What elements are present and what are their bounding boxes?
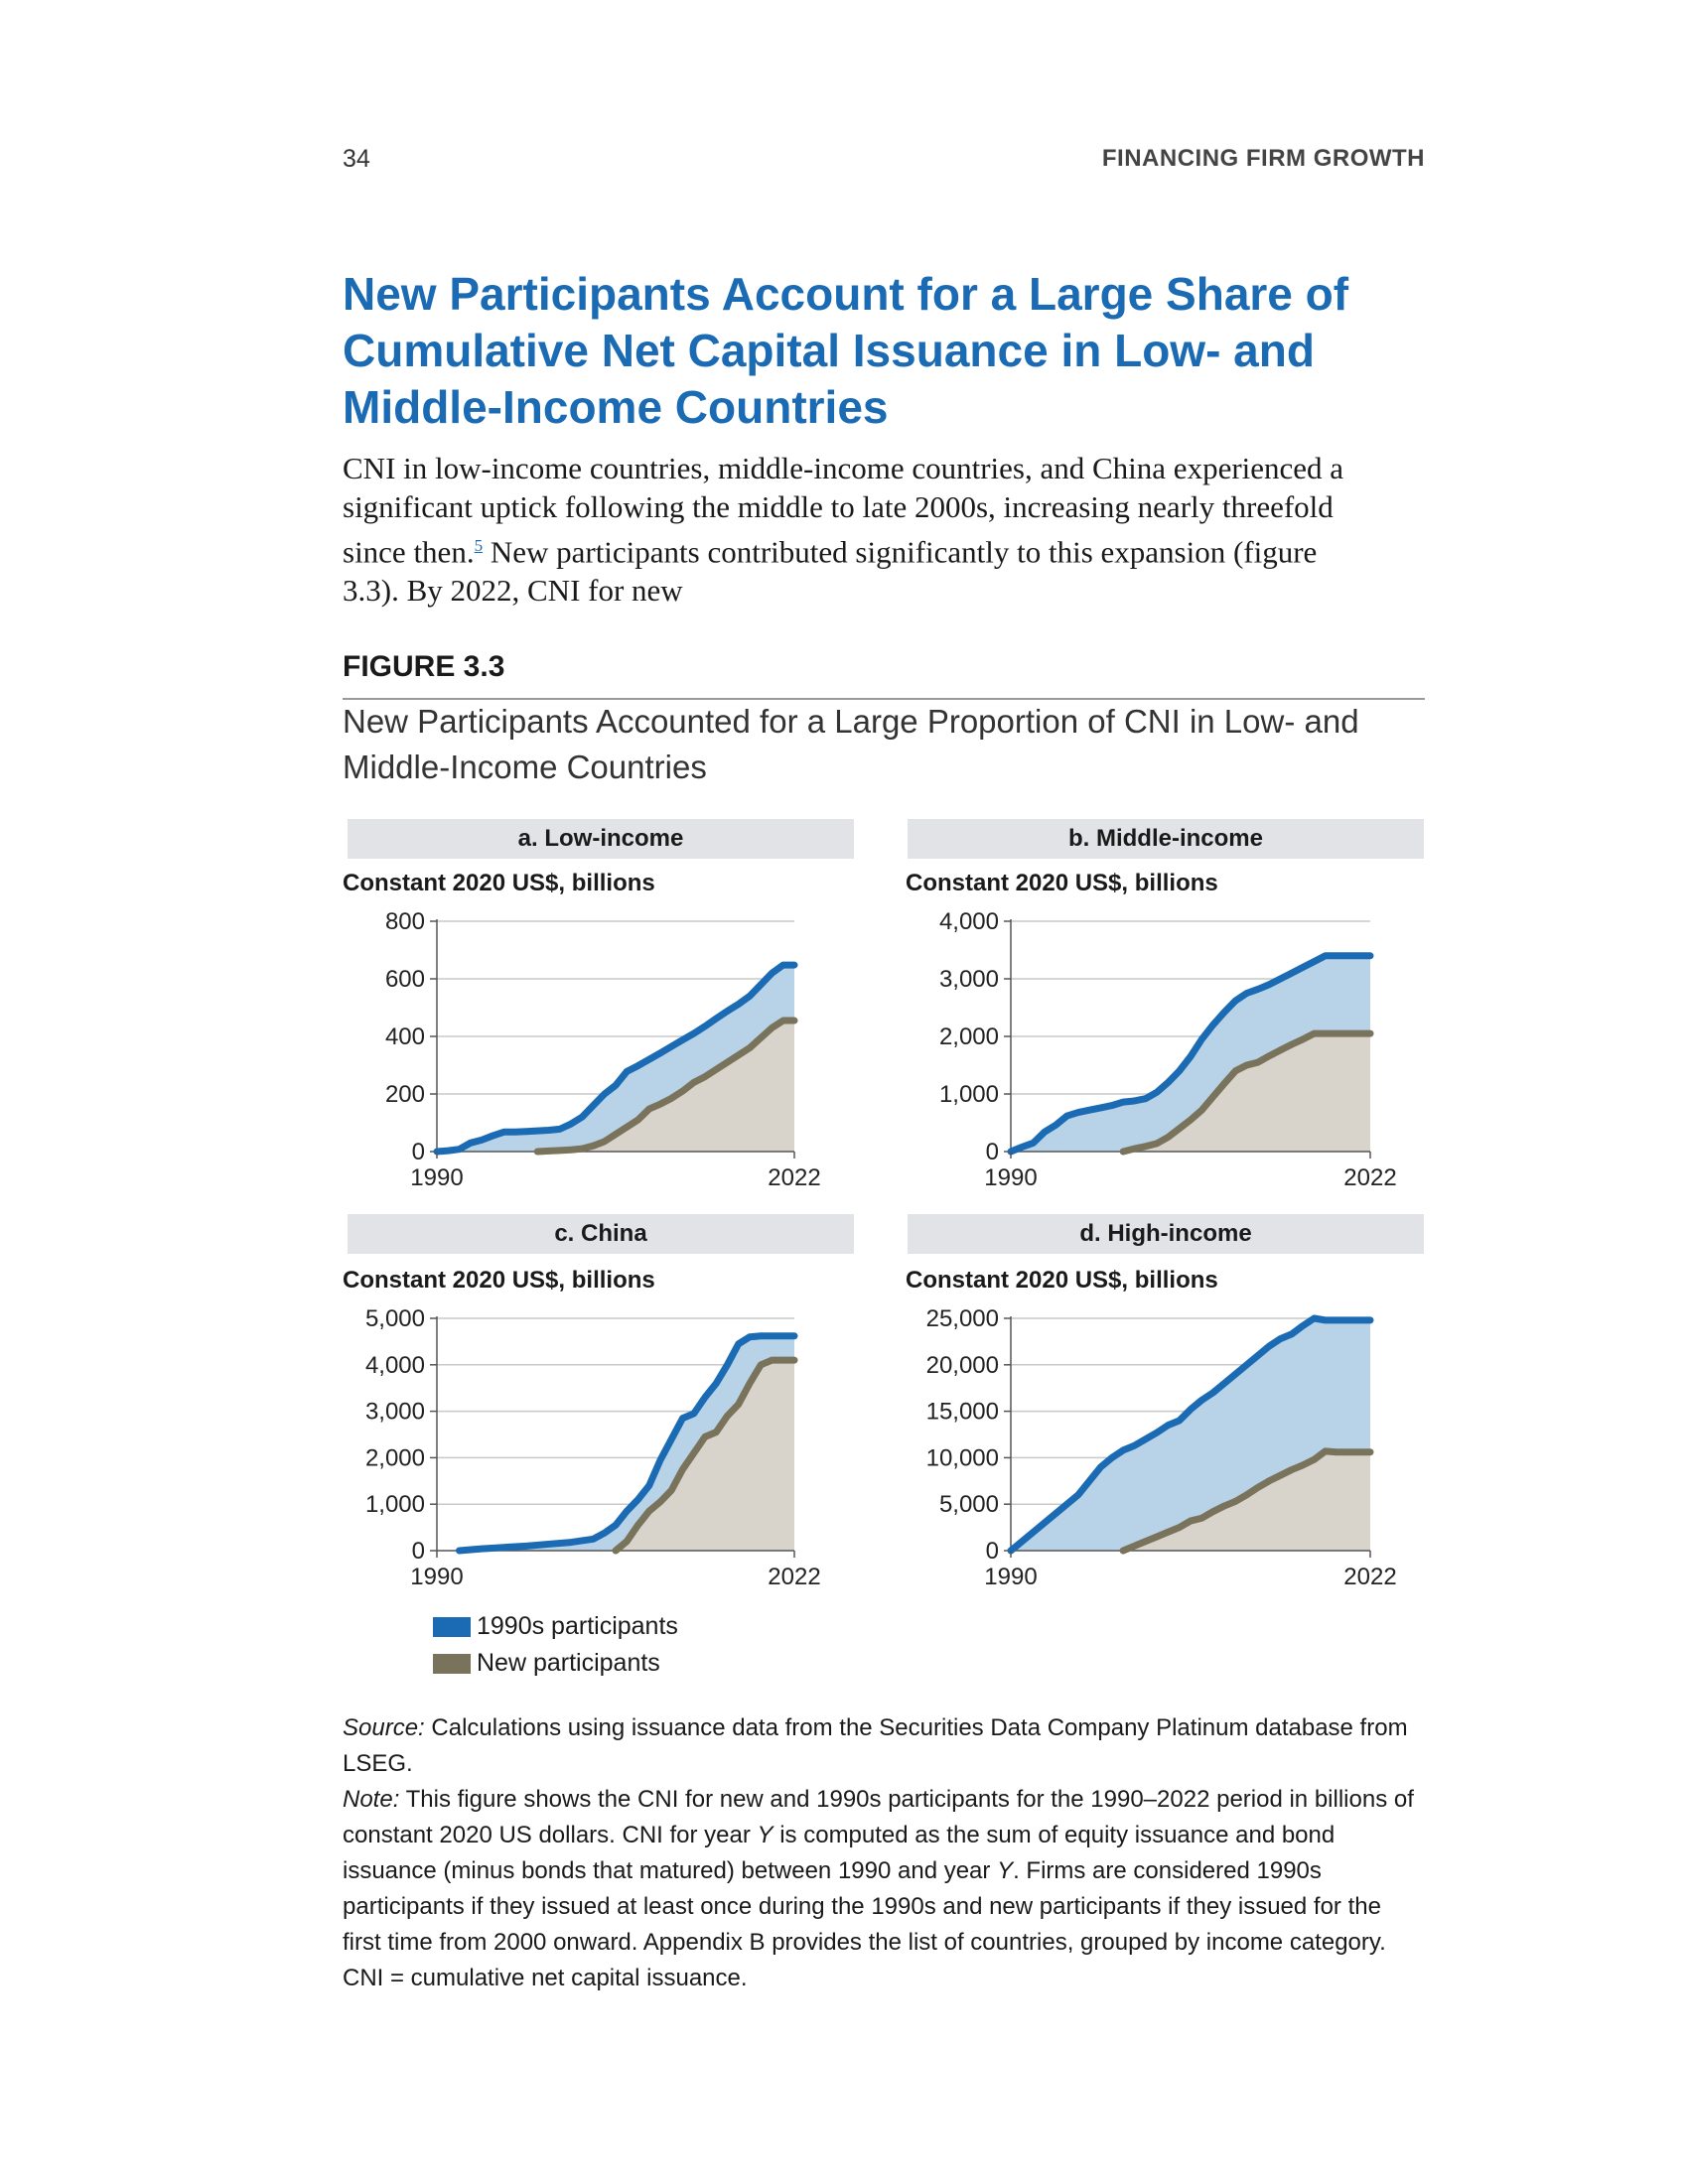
x-tick-label: 2022 [768, 1164, 820, 1191]
y-tick-label: 3,000 [365, 1399, 425, 1426]
y-tick-label: 4,000 [939, 908, 999, 935]
y-tick-label: 5,000 [939, 1491, 999, 1518]
panel-d-ylabel: Constant 2020 US$, billions [906, 1267, 1218, 1294]
y-tick-label: 10,000 [926, 1444, 999, 1471]
y-tick-label: 20,000 [926, 1352, 999, 1379]
line-new-participants [1119, 1029, 1374, 1156]
panel-b-chart: 0 1,000 2,000 3,000 4,000 1990 2022 [939, 908, 1397, 1191]
legend-item-1990s: 1990s participants [433, 1608, 678, 1645]
panel-a-header: a. Low-income [348, 819, 854, 859]
source-line: Source: Calculations using issuance data… [343, 1710, 1415, 1782]
x-tick-label: 1990 [410, 1564, 463, 1590]
figure-divider [343, 698, 1425, 700]
panel-c-ylabel: Constant 2020 US$, billions [343, 1267, 655, 1294]
running-head: FINANCING FIRM GROWTH [1101, 145, 1425, 172]
source-text: Calculations using issuance data from th… [343, 1714, 1408, 1777]
panel-b-header: b. Middle-income [908, 819, 1424, 859]
y-tick-label: 1,000 [939, 1081, 999, 1108]
note-var-1: Y [757, 1822, 774, 1848]
y-tick-label: 600 [385, 966, 425, 993]
x-tick-label: 2022 [768, 1564, 820, 1590]
line-new-participants [612, 1356, 798, 1555]
body-paragraph: CNI in low-income countries, middle-inco… [343, 449, 1355, 610]
legend-swatch-new [433, 1653, 471, 1674]
y-tick-label: 3,000 [939, 966, 999, 993]
panel-b-ylabel: Constant 2020 US$, billions [906, 870, 1218, 896]
line-1990s-participants [1007, 1314, 1374, 1555]
legend-label-new: New participants [477, 1649, 660, 1677]
panel-c-chart: 0 1,000 2,000 3,000 4,000 5,000 1990 2022 [365, 1305, 821, 1590]
panel-d-header: d. High-income [908, 1214, 1424, 1254]
line-new-participants [533, 1017, 798, 1156]
y-tick-label: 200 [385, 1081, 425, 1108]
x-tick-label: 1990 [984, 1164, 1037, 1191]
y-tick-label: 0 [986, 1139, 999, 1165]
y-tick-label: 400 [385, 1024, 425, 1050]
note-var-2: Y [997, 1857, 1014, 1884]
section-title: New Participants Account for a Large Sha… [343, 268, 1349, 433]
panel-a-ylabel: Constant 2020 US$, billions [343, 870, 655, 896]
y-tick-label: 2,000 [365, 1444, 425, 1471]
panel-c-header: c. China [348, 1214, 854, 1254]
figure-label: FIGURE 3.3 [343, 650, 505, 683]
line-1990s-participants [456, 1332, 798, 1555]
y-tick-label: 1,000 [365, 1491, 425, 1518]
area-new-participants [537, 1021, 794, 1152]
note-text-1: This figure shows the CNI for new and 19… [343, 1786, 1414, 1848]
note-line: Note: This figure shows the CNI for new … [343, 1782, 1415, 1996]
page-number: 34 [343, 145, 370, 173]
source-label: Source: [343, 1714, 425, 1741]
panel-d-chart: 0 5,000 10,000 15,000 20,000 25,000 1990 2022 [926, 1305, 1397, 1590]
line-1990s-participants [433, 961, 798, 1156]
note-text-3: . Firms are considered 1990s participant… [343, 1857, 1386, 1991]
legend-label-1990s: 1990s participants [477, 1612, 678, 1640]
x-tick-label: 2022 [1343, 1564, 1396, 1590]
y-tick-label: 0 [412, 1139, 425, 1165]
y-tick-label: 4,000 [365, 1352, 425, 1379]
body-text-after: New participants contributed significant… [343, 534, 1318, 609]
x-tick-label: 2022 [1343, 1164, 1396, 1191]
panel-a-chart: 0 200 400 600 800 1990 2022 [385, 908, 821, 1191]
body-text-before: CNI in low-income countries, middle-inco… [343, 451, 1344, 570]
y-tick-label: 0 [986, 1538, 999, 1565]
figure-title: New Participants Accounted for a Large P… [343, 703, 1359, 785]
legend-swatch-1990s [433, 1616, 471, 1637]
y-tick-label: 800 [385, 908, 425, 935]
y-tick-label: 5,000 [365, 1305, 425, 1332]
y-tick-label: 25,000 [926, 1305, 999, 1332]
chart-legend: 1990s participants New participants [433, 1608, 678, 1682]
legend-item-new: New participants [433, 1645, 678, 1682]
source-note: Source: Calculations using issuance data… [343, 1710, 1415, 1996]
line-1990s-participants [1007, 952, 1374, 1156]
x-tick-label: 1990 [984, 1564, 1037, 1590]
y-tick-label: 2,000 [939, 1024, 999, 1050]
line-new-participants [1119, 1447, 1374, 1555]
y-tick-label: 15,000 [926, 1399, 999, 1426]
note-label: Note: [343, 1786, 400, 1813]
x-tick-label: 1990 [410, 1164, 463, 1191]
area-new-participants [1123, 1033, 1370, 1152]
note-text-2: is computed as the sum of equity issuanc… [343, 1822, 1336, 1884]
y-tick-label: 0 [412, 1538, 425, 1565]
footnote-reference-link[interactable]: 5 [474, 536, 484, 555]
